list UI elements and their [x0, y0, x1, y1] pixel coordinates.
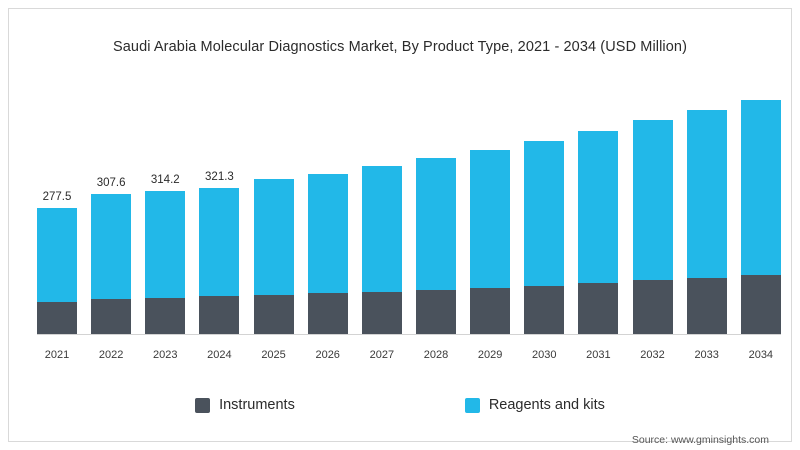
bar-value-label: 314.2: [150, 173, 180, 186]
bar-value-label: 321.3: [205, 170, 234, 183]
bar-column[interactable]: [253, 79, 294, 334]
legend-swatch-reagents-and-kits: [464, 397, 480, 413]
bar-segment-reagents-and-kits: [470, 150, 511, 289]
bar-value-label: 307.6: [96, 176, 126, 189]
x-axis-tick-label: 2031: [586, 349, 611, 361]
bar-segment-instruments: [145, 298, 186, 334]
bar-segment-reagents-and-kits: [686, 109, 727, 278]
x-axis-tick-label: 2027: [369, 349, 395, 361]
bar-segment-instruments: [632, 280, 673, 334]
bar-column[interactable]: 321.3: [199, 79, 240, 334]
x-axis-tick-label: 2029: [477, 349, 503, 361]
bar-segment-instruments: [415, 289, 456, 334]
bar-stack: [37, 207, 77, 334]
bar-segment-instruments: [361, 291, 402, 334]
bar-stack: [199, 187, 240, 334]
bar-segment-reagents-and-kits: [253, 178, 294, 295]
bar-column[interactable]: [524, 79, 565, 334]
x-axis-line: [37, 334, 781, 335]
bar-column[interactable]: [632, 79, 673, 334]
legend-swatch-instruments: [195, 397, 211, 413]
bar-segment-reagents-and-kits: [37, 207, 77, 303]
bar-stack: [632, 120, 673, 334]
bar-column[interactable]: [361, 79, 402, 334]
bar-column[interactable]: [415, 79, 456, 334]
bar-segment-reagents-and-kits: [199, 187, 240, 297]
bar-segment-reagents-and-kits: [524, 141, 565, 286]
chart-legend: Instruments Reagents and kits: [9, 397, 791, 413]
bar-segment-reagents-and-kits: [415, 158, 456, 290]
x-axis-tick-label: 2034: [748, 349, 774, 361]
bar-segment-reagents-and-kits: [632, 120, 673, 281]
bar-column[interactable]: 307.6: [91, 79, 132, 334]
legend-item-reagents-and-kits[interactable]: Reagents and kits: [464, 397, 605, 413]
bar-segment-instruments: [740, 274, 781, 334]
bar-segment-instruments: [686, 277, 727, 334]
chart-frame: Saudi Arabia Molecular Diagnostics Marke…: [8, 8, 792, 446]
bar-column[interactable]: 314.2: [145, 79, 186, 334]
legend-item-instruments[interactable]: Instruments: [195, 397, 295, 413]
bar-group: 277.5 307.6 314.2 321.3: [37, 79, 781, 334]
bar-segment-instruments: [199, 296, 240, 334]
bar-column[interactable]: [578, 79, 619, 334]
x-axis-tick-label: 2028: [423, 349, 449, 361]
bar-stack: [686, 109, 727, 334]
x-axis-tick-label: 2026: [315, 349, 340, 361]
bar-column[interactable]: [740, 79, 781, 334]
bar-column[interactable]: [470, 79, 511, 334]
bar-segment-reagents-and-kits: [578, 131, 619, 284]
bar-segment-instruments: [91, 299, 132, 334]
bar-segment-instruments: [253, 294, 294, 334]
bar-segment-instruments: [307, 293, 348, 334]
bar-stack: [740, 99, 781, 334]
x-axis-tick-label: 2030: [532, 349, 557, 361]
x-axis-tick-label: 2023: [153, 349, 178, 361]
bar-column[interactable]: [307, 79, 348, 334]
x-axis-tick-label: 2025: [261, 349, 286, 361]
bar-stack: [307, 173, 348, 334]
bar-segment-reagents-and-kits: [361, 166, 402, 292]
x-axis-tick-label: 2032: [640, 349, 665, 361]
x-axis-ticks: 2021 2022 2023 2024 2025 2026 2027 2028 2029 2030…: [37, 349, 781, 361]
bar-stack: [361, 166, 402, 334]
plot-area: 277.5 307.6 314.2 321.3 2021 2022 2023 2024 202…: [29, 79, 789, 369]
x-axis-tick-label: 2022: [98, 349, 124, 361]
x-axis-tick-label: 2024: [207, 349, 232, 361]
x-axis-tick-label: 2021: [44, 349, 70, 361]
bar-stack: [470, 150, 511, 334]
x-axis-tick-label: 2033: [694, 349, 719, 361]
bar-segment-reagents-and-kits: [145, 190, 186, 299]
bar-segment-instruments: [470, 288, 511, 334]
bar-segment-instruments: [37, 302, 77, 334]
bar-segment-instruments: [578, 283, 619, 334]
bar-segment-instruments: [524, 285, 565, 334]
bar-stack: [415, 158, 456, 334]
legend-label-reagents-and-kits: Reagents and kits: [488, 397, 605, 413]
bar-segment-reagents-and-kits: [91, 193, 132, 300]
legend-label-instruments: Instruments: [219, 397, 295, 413]
bar-stack: [145, 190, 186, 334]
bar-segment-reagents-and-kits: [307, 173, 348, 294]
bar-stack: [253, 178, 294, 334]
bar-column[interactable]: 277.5: [37, 79, 77, 334]
bar-segment-reagents-and-kits: [740, 99, 781, 275]
bar-column[interactable]: [686, 79, 727, 334]
page-title: Saudi Arabia Molecular Diagnostics Marke…: [113, 39, 687, 55]
bar-stack: [524, 141, 565, 334]
bar-stack: [91, 193, 132, 334]
bar-value-label: 277.5: [42, 190, 72, 203]
bar-stack: [578, 131, 619, 334]
source-text: Source: www.gminsights.com: [631, 434, 769, 446]
